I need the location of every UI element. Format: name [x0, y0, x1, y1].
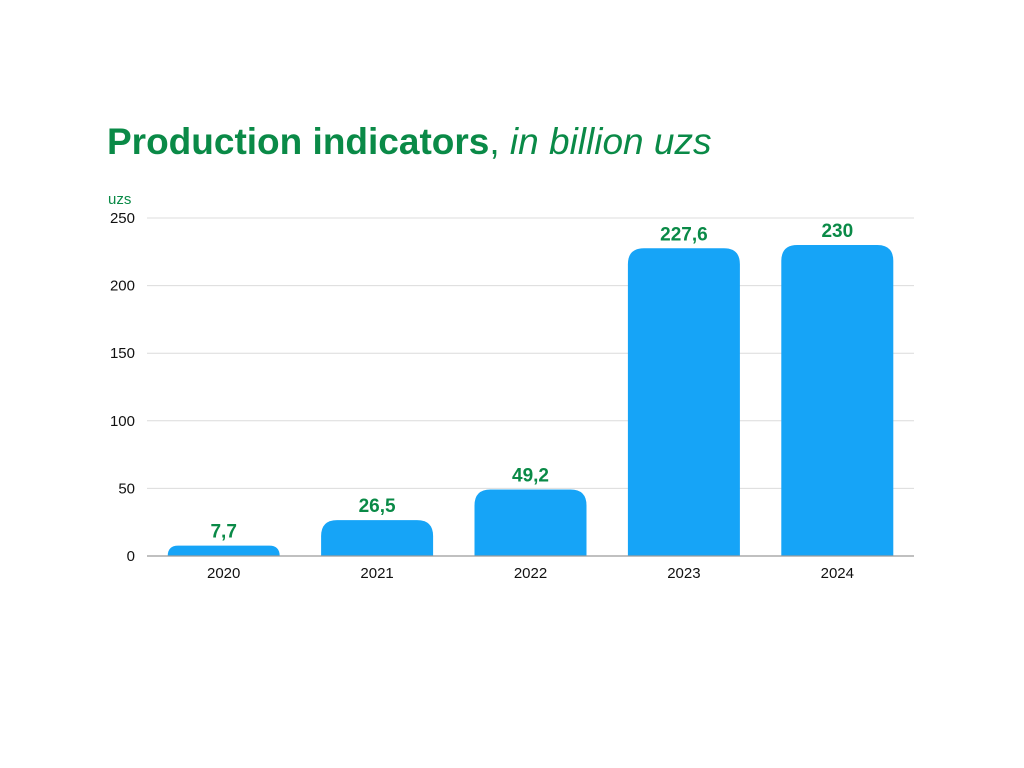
x-tick-label: 2023: [667, 565, 700, 582]
y-tick-label: 200: [110, 278, 135, 295]
y-tick-label: 100: [110, 413, 135, 430]
data-labels: 7,7 26,5 49,2 227,6 230: [210, 221, 853, 543]
data-label-2022: 49,2: [512, 465, 549, 486]
bar-2024: [781, 245, 894, 557]
bar-2023: [627, 248, 740, 557]
y-tick-label: 250: [110, 210, 135, 227]
data-label-2023: 227,6: [660, 224, 708, 245]
y-tick-label: 0: [127, 548, 135, 565]
chart-title: Production indicators, in billion uzs: [107, 118, 711, 166]
y-tick-label: 150: [110, 345, 135, 362]
y-tick-label: 50: [118, 480, 135, 497]
chart-subtitle: in billion uzs: [509, 121, 712, 162]
y-axis-label: uzs: [108, 191, 131, 208]
bar-2022: [474, 489, 587, 556]
bars: [167, 245, 894, 557]
bar-2020: [167, 545, 280, 556]
x-tick-label: 2021: [360, 565, 393, 582]
bar-2021: [321, 520, 434, 556]
chart-title-separator: ,: [489, 121, 510, 162]
y-axis: 0 50 100 150 200 250 uzs: [108, 191, 135, 565]
data-label-2020: 7,7: [210, 522, 236, 543]
x-axis: 2020 2021 2022 2023 2024: [147, 555, 914, 582]
x-tick-label: 2022: [514, 565, 547, 582]
data-label-2021: 26,5: [359, 496, 396, 517]
data-label-2024: 230: [821, 221, 853, 242]
chart-title-main: Production indicators: [107, 121, 490, 162]
x-tick-label: 2024: [821, 565, 854, 582]
x-tick-label: 2020: [207, 565, 240, 582]
